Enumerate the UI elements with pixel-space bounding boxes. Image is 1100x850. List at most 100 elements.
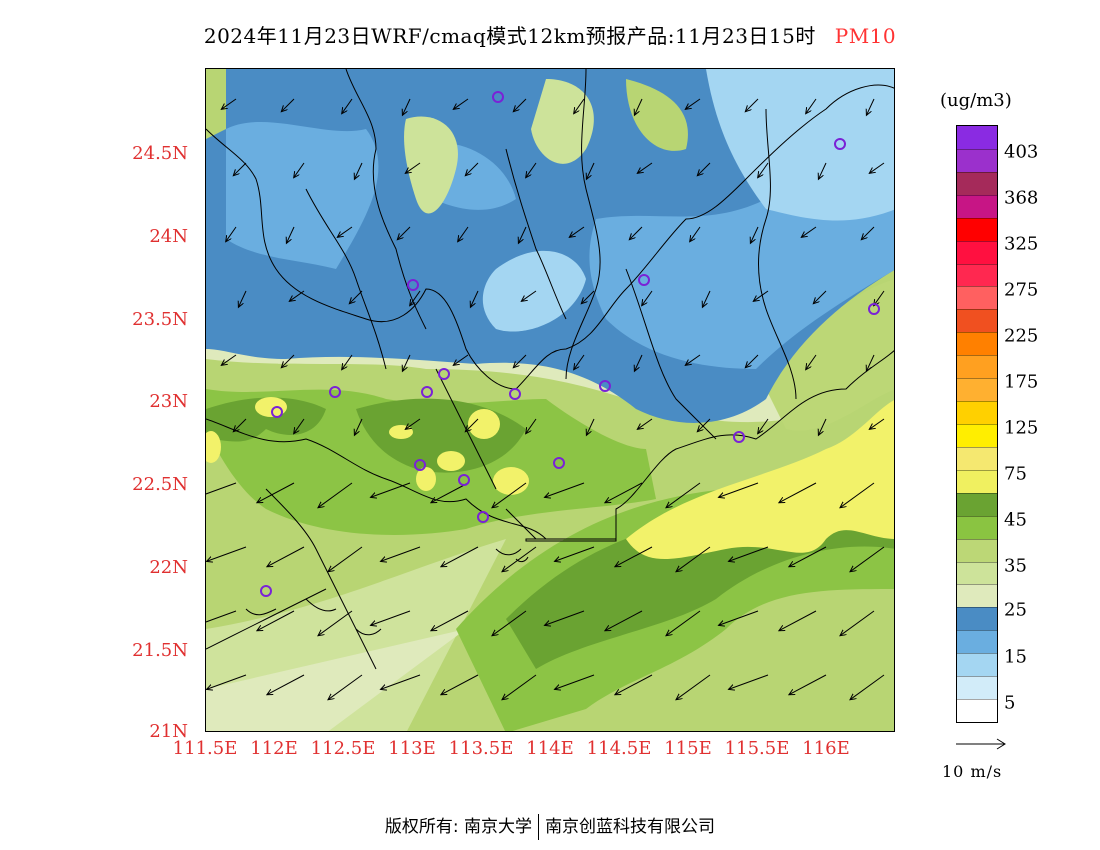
colorbar-label-325: 325 bbox=[1004, 233, 1039, 255]
wind-arrow bbox=[719, 610, 759, 625]
wind-arrow bbox=[758, 162, 769, 178]
hotspot-4 bbox=[437, 451, 465, 471]
wind-arrow bbox=[233, 418, 247, 432]
colorbar-segment bbox=[957, 194, 997, 219]
hotspot-6 bbox=[493, 467, 529, 495]
wind-arrow bbox=[545, 610, 585, 625]
station-marker bbox=[733, 431, 745, 443]
colorbar-segment bbox=[957, 469, 997, 494]
colorbar-segment bbox=[957, 607, 997, 631]
wind-arrow bbox=[702, 290, 711, 307]
wind-arrow bbox=[502, 674, 537, 700]
wind-arrow bbox=[806, 354, 817, 370]
wind-arrow bbox=[513, 354, 527, 368]
wind-arrow bbox=[869, 418, 885, 429]
colorbar-segment bbox=[957, 332, 997, 356]
hotspot-1 bbox=[255, 397, 287, 417]
wind-arrow bbox=[586, 418, 595, 435]
wind-arrow bbox=[719, 482, 759, 497]
colorbar-segment bbox=[957, 424, 997, 448]
wind-arrow bbox=[354, 162, 363, 179]
wind-arrow bbox=[813, 290, 827, 304]
lon-label-116E: 116E bbox=[802, 738, 850, 759]
hotspot-2 bbox=[206, 431, 221, 463]
colorbar-segment bbox=[957, 355, 997, 379]
wind-arrow bbox=[840, 610, 875, 636]
station-marker bbox=[271, 406, 283, 418]
hotspot-5 bbox=[468, 409, 500, 439]
wind-arrow bbox=[555, 674, 595, 689]
wind-arrow bbox=[750, 226, 759, 243]
colorbar-segment bbox=[957, 217, 997, 242]
colorbar-label-15: 15 bbox=[1004, 646, 1027, 668]
colorbar-segment bbox=[957, 148, 997, 173]
wind-arrow bbox=[574, 354, 585, 370]
lon-label-113.5E: 113.5E bbox=[448, 738, 514, 759]
colorbar-segment bbox=[957, 653, 997, 677]
colorbar-segment bbox=[957, 309, 997, 333]
chart-title: 2024年11月23日WRF/cmaq模式12km预报产品:11月23日15时 … bbox=[0, 20, 1100, 49]
wind-arrow bbox=[402, 354, 411, 371]
field-25-sw bbox=[206, 629, 466, 731]
wind-arrow bbox=[470, 290, 479, 307]
colorbar-label-25: 25 bbox=[1004, 599, 1027, 621]
wind-arrow bbox=[397, 226, 411, 240]
lon-label-111.5E: 111.5E bbox=[172, 738, 238, 759]
wind-arrow bbox=[453, 98, 469, 109]
wind-arrow bbox=[779, 482, 817, 503]
station-marker bbox=[553, 457, 565, 469]
wind-arrow bbox=[801, 226, 817, 237]
wind-arrow bbox=[779, 610, 817, 631]
wind-arrow bbox=[257, 482, 295, 503]
wind-arrow bbox=[221, 354, 237, 365]
colorbar-label-368: 368 bbox=[1004, 187, 1039, 209]
wind-arrow bbox=[615, 546, 653, 567]
monitoring-stations bbox=[260, 91, 880, 597]
wind-arrow bbox=[337, 226, 353, 237]
lat-label-24.5N: 24.5N bbox=[132, 143, 188, 164]
wind-arrow bbox=[676, 674, 711, 700]
footer-separator bbox=[538, 814, 540, 840]
station-marker bbox=[414, 459, 426, 471]
wind-arrow bbox=[634, 98, 643, 115]
wind-arrow bbox=[758, 418, 769, 434]
colorbar-segment bbox=[957, 492, 997, 517]
wind-reference-arrow bbox=[956, 738, 1006, 750]
lon-label-115.5E: 115.5E bbox=[724, 738, 790, 759]
colorbar-segment bbox=[957, 171, 997, 196]
lat-label-22.5N: 22.5N bbox=[132, 474, 188, 495]
wind-arrow bbox=[605, 610, 643, 631]
colorbar-label-275: 275 bbox=[1004, 279, 1039, 301]
wind-arrow bbox=[226, 226, 237, 242]
lon-label-113E: 113E bbox=[388, 738, 436, 759]
station-marker bbox=[492, 91, 504, 103]
colorbar-label-175: 175 bbox=[1004, 371, 1039, 393]
wind-arrow bbox=[441, 674, 479, 695]
wind-arrow bbox=[642, 290, 653, 306]
wind-arrow bbox=[371, 610, 411, 625]
colorbar-segment bbox=[957, 515, 997, 540]
lon-label-114.5E: 114.5E bbox=[586, 738, 652, 759]
field-25-35-north-tongue2 bbox=[531, 79, 594, 164]
colorbar-unit: (ug/m3) bbox=[940, 90, 1012, 111]
station-marker bbox=[834, 138, 846, 150]
colorbar-label-225: 225 bbox=[1004, 325, 1039, 347]
wind-arrow bbox=[458, 226, 469, 242]
wind-arrow bbox=[465, 162, 479, 176]
wind-arrow bbox=[634, 354, 643, 371]
lat-label-24N: 24N bbox=[149, 226, 188, 247]
station-marker bbox=[477, 511, 489, 523]
wind-arrow bbox=[581, 290, 595, 304]
wind-arrow bbox=[676, 546, 711, 572]
colorbar-segment bbox=[957, 561, 997, 585]
wind-arrow bbox=[405, 162, 421, 173]
wind-arrow bbox=[685, 354, 701, 365]
station-marker bbox=[509, 388, 521, 400]
wind-arrow bbox=[526, 162, 537, 178]
wind-arrow bbox=[354, 418, 363, 435]
wind-arrow bbox=[789, 674, 827, 695]
wind-arrow bbox=[818, 418, 827, 435]
title-variable: PM10 bbox=[834, 24, 897, 48]
wind-arrow bbox=[518, 226, 527, 243]
wind-arrow bbox=[281, 354, 295, 368]
